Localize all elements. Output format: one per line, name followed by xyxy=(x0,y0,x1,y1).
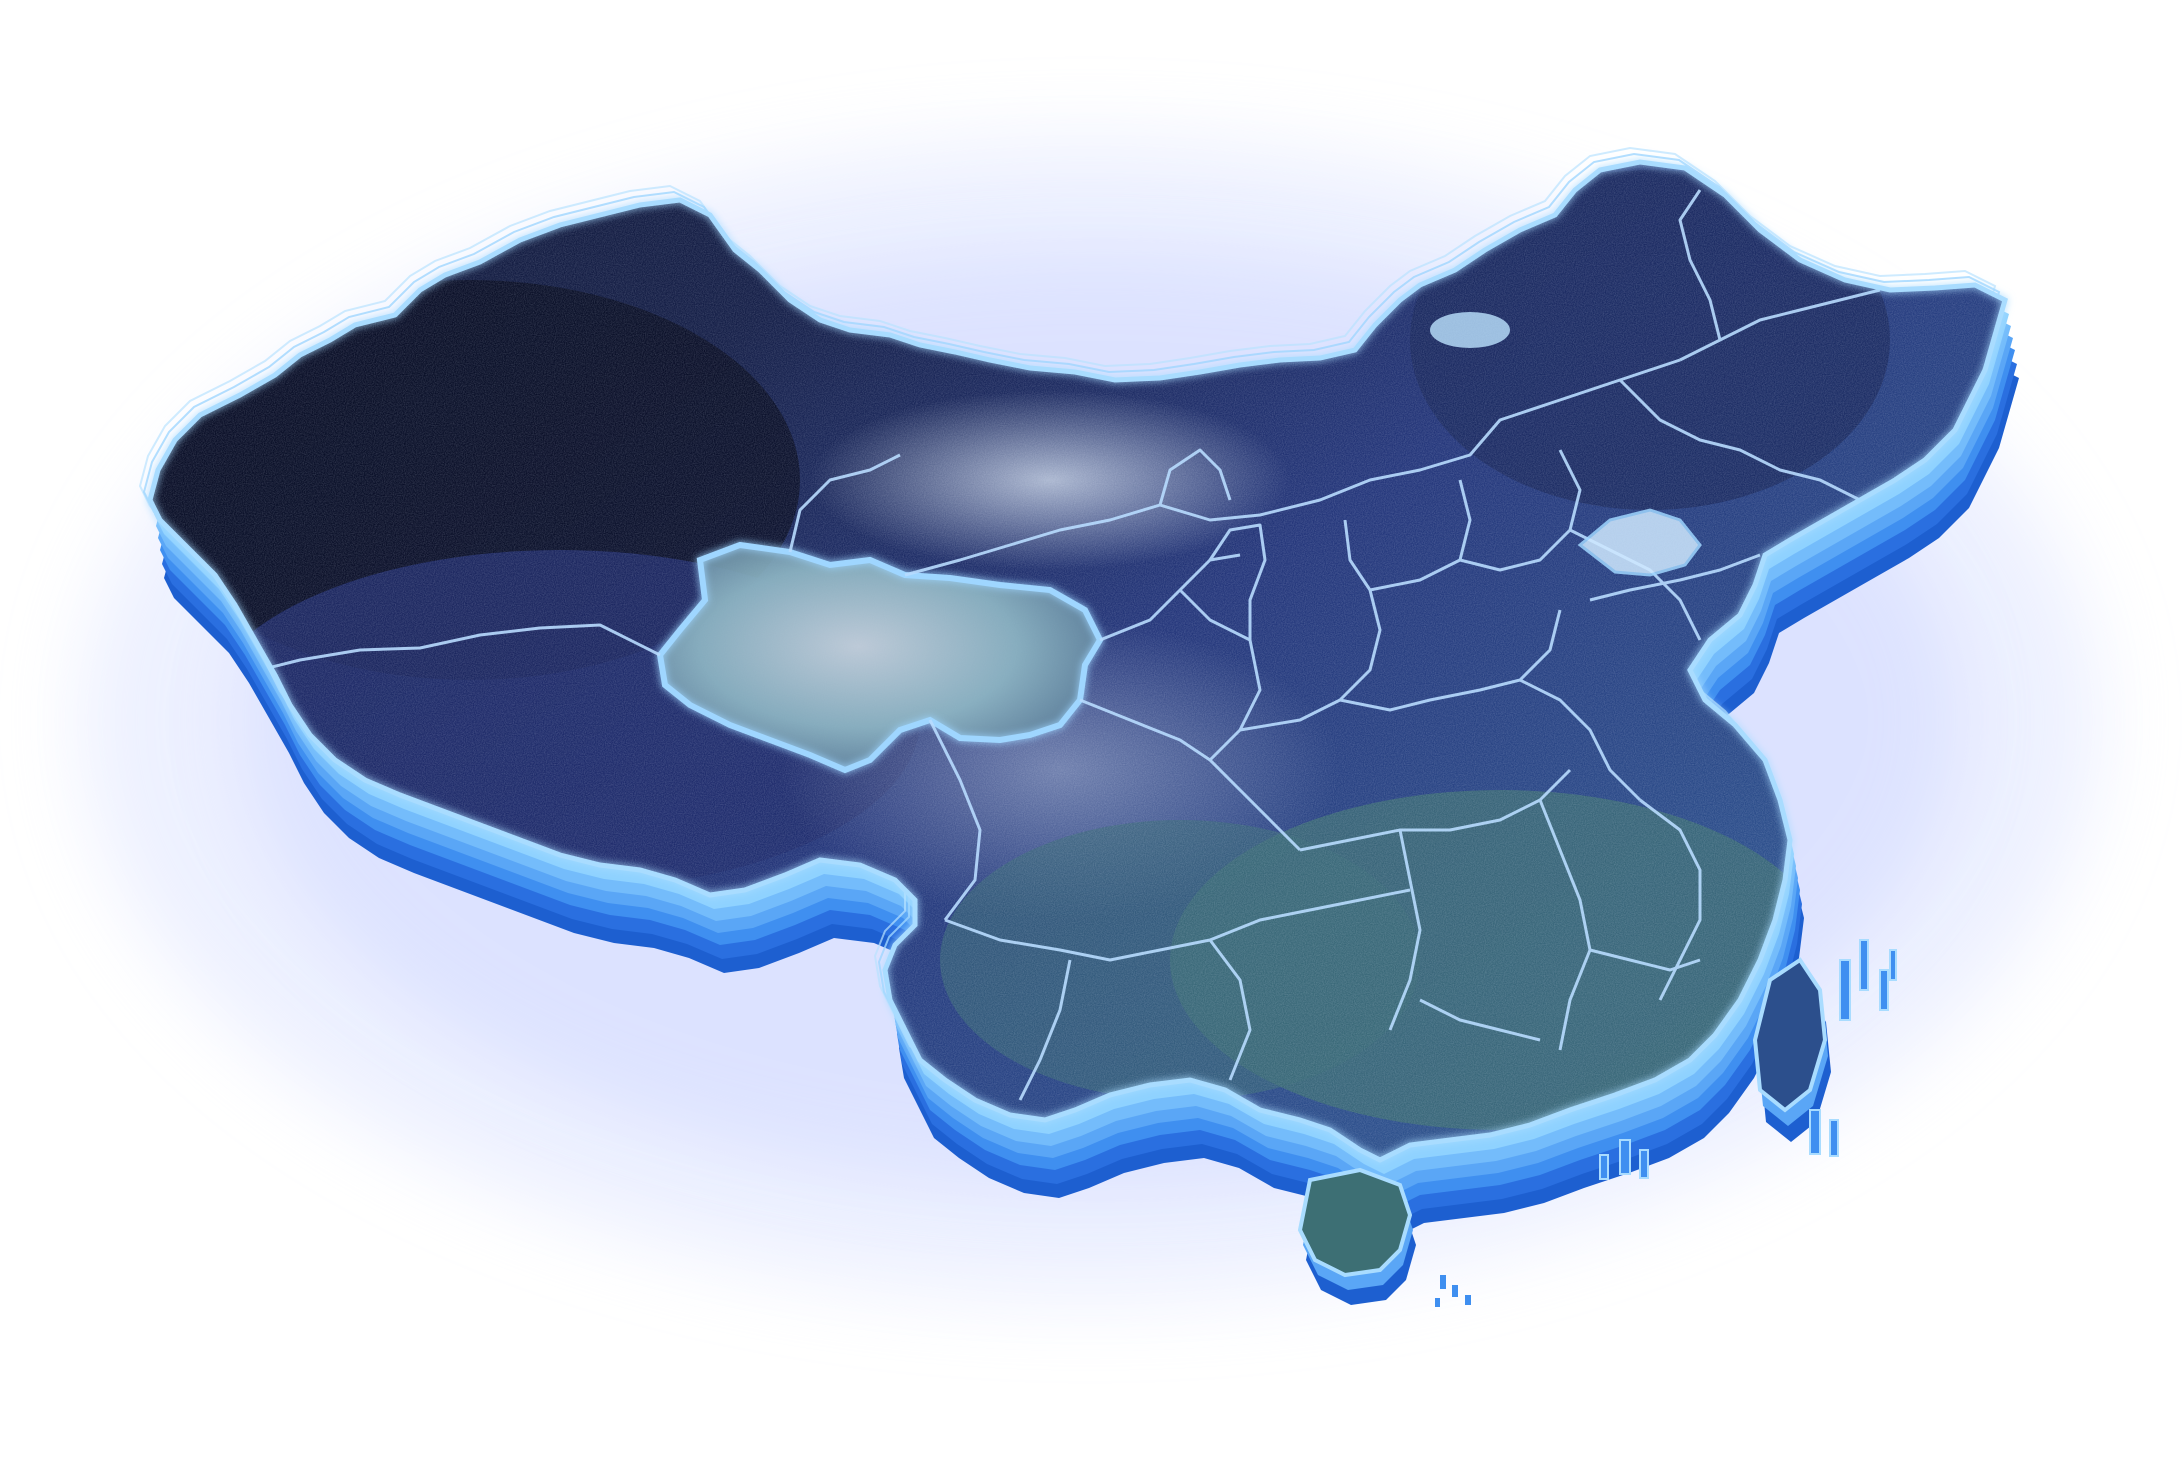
island-hainan[interactable] xyxy=(1297,1167,1416,1305)
eastern-islets xyxy=(1599,939,1897,1180)
region-qinghai-highlight[interactable] xyxy=(656,541,1104,774)
island-taiwan[interactable] xyxy=(1752,957,1831,1142)
south-sea-islets xyxy=(1435,1275,1471,1307)
water-bodies xyxy=(1430,312,1702,577)
